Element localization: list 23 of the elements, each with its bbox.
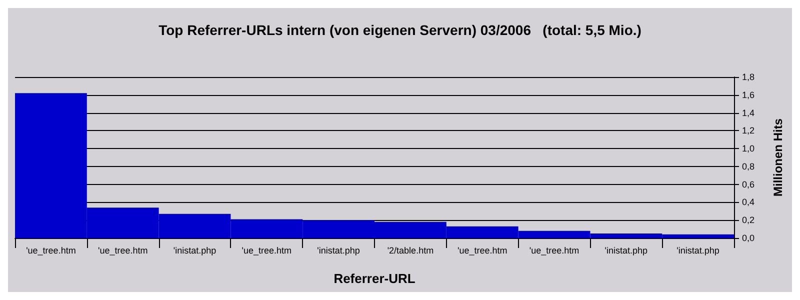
y-tick-label: 1,0 — [742, 144, 755, 154]
y-tick-label: 1,6 — [742, 90, 755, 100]
y-tick-label: 1,8 — [742, 72, 755, 82]
x-axis-title: Referrer-URL — [334, 271, 416, 286]
y-tick-label: 0,6 — [742, 179, 755, 190]
y-axis-title: Millionen Hits — [771, 118, 785, 196]
x-tick-label: 'inistat.php — [173, 246, 216, 256]
y-tick-label: 0,0 — [742, 233, 755, 243]
x-tick-label: 'ue_tree.htm — [242, 246, 292, 256]
x-tick-label: 'inistat.php — [604, 246, 648, 256]
x-tick-label: 'ue_tree.htm — [98, 246, 148, 256]
x-tick-label: 'inistat.php — [317, 246, 360, 256]
chart-title: Top Referrer-URLs intern (von eigenen Servern) 03/2006 (total: 5,5 Mio.) — [158, 22, 642, 38]
y-tick-label: 1,2 — [742, 126, 755, 136]
y-tick-label: 0,8 — [742, 161, 755, 172]
y-tick-label: 1,4 — [742, 108, 755, 118]
x-tick-label: 'ue_tree.htm — [457, 246, 508, 256]
x-tick-label: '2/table.htm — [387, 246, 434, 256]
x-tick-label: 'inistat.php — [676, 246, 720, 256]
x-tick-label: 'ue_tree.htm — [26, 246, 76, 256]
y-tick-label: 0,4 — [742, 197, 755, 208]
x-tick-label: 'ue_tree.htm — [529, 246, 580, 256]
y-tick-label: 0,2 — [742, 215, 755, 226]
